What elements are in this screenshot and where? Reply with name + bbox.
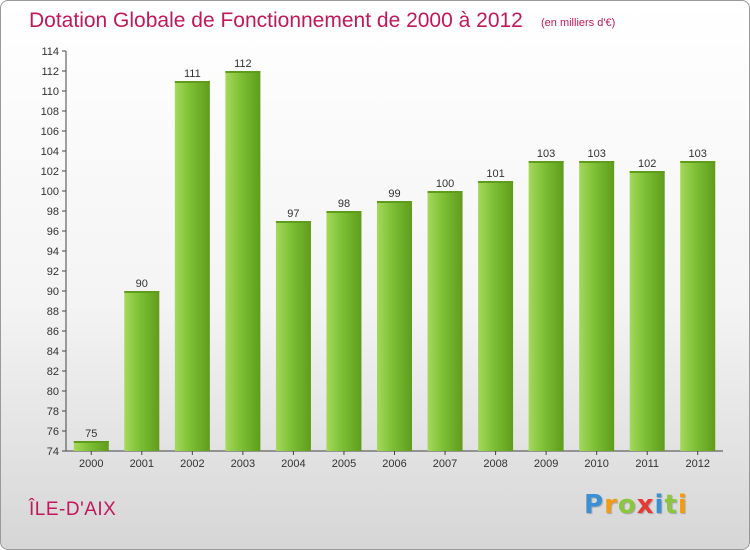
y-tick-label: 74 xyxy=(47,446,59,458)
bar-cap-2010 xyxy=(579,161,615,163)
bar-cap-2006 xyxy=(377,201,412,203)
y-tick-label: 90 xyxy=(47,286,59,298)
y-tick-label: 96 xyxy=(47,226,59,238)
bar-cap-2012 xyxy=(680,161,716,163)
bar-cap-2005 xyxy=(326,211,362,213)
value-labels: 75 90 111 112 97 98 99 100 101 103 103 102 103 xyxy=(85,58,707,440)
x-tick-label-2005: 2005 xyxy=(332,458,356,470)
bar-2004 xyxy=(275,221,311,451)
y-tick-label: 88 xyxy=(47,306,59,318)
x-tick-label-2008: 2008 xyxy=(483,458,507,470)
y-tick-label: 112 xyxy=(41,66,59,78)
bar-2008 xyxy=(478,181,514,451)
y-tick-label: 82 xyxy=(47,366,59,378)
logo-letter: i xyxy=(654,490,665,520)
x-tick-label-2011: 2011 xyxy=(635,458,659,470)
value-label-2008: 101 xyxy=(486,168,504,180)
value-label-2000: 75 xyxy=(85,428,97,440)
x-tick-label-2001: 2001 xyxy=(130,458,154,470)
bar-cap-2003 xyxy=(225,71,261,73)
bar-2001 xyxy=(124,291,160,451)
value-label-2004: 97 xyxy=(287,208,299,220)
bar-cap-2011 xyxy=(629,171,665,173)
chart-title: Dotation Globale de Fonctionnement de 20… xyxy=(29,9,523,32)
logo-letter: o xyxy=(617,490,637,520)
bar-2010 xyxy=(579,161,615,451)
bar-cap-2004 xyxy=(275,221,311,223)
value-label-2009: 103 xyxy=(537,148,555,160)
commune-name: ÎLE-D'AIX xyxy=(29,499,117,520)
logo-letter: r xyxy=(604,490,618,520)
bar-2007 xyxy=(427,191,463,451)
bar-2005 xyxy=(326,211,362,451)
bars xyxy=(73,71,716,451)
y-tick-label: 80 xyxy=(47,386,59,398)
x-tick-label-2007: 2007 xyxy=(433,458,457,470)
bar-2012 xyxy=(680,161,716,451)
x-tick-label-2003: 2003 xyxy=(231,458,255,470)
value-label-2005: 98 xyxy=(338,198,350,210)
y-tick-label: 106 xyxy=(41,126,59,138)
bar-2006 xyxy=(377,201,412,451)
value-label-2011: 102 xyxy=(638,158,656,170)
bar-2000 xyxy=(73,441,109,451)
y-tick-label: 100 xyxy=(41,186,59,198)
value-label-2006: 99 xyxy=(388,188,400,200)
value-label-2003: 112 xyxy=(234,58,252,70)
x-tick-label-2009: 2009 xyxy=(534,458,558,470)
y-tick-label: 110 xyxy=(41,86,59,98)
y-tick-label: 98 xyxy=(47,206,59,218)
x-tick-label-2006: 2006 xyxy=(382,458,406,470)
value-label-2007: 100 xyxy=(436,178,454,190)
value-label-2010: 103 xyxy=(587,148,605,160)
proxiti-logo: Proxiti xyxy=(584,490,688,520)
value-label-2002: 111 xyxy=(184,68,201,80)
y-tick-label: 92 xyxy=(47,266,59,278)
x-tick-label-2010: 2010 xyxy=(584,458,608,470)
y-tick-label: 94 xyxy=(47,246,59,258)
y-tick-label: 102 xyxy=(41,166,59,178)
bar-cap-2002 xyxy=(174,81,210,83)
y-tick-label: 104 xyxy=(41,146,59,158)
bar-cap-2009 xyxy=(528,161,564,163)
y-tick-label: 108 xyxy=(41,106,59,118)
bar-cap-2001 xyxy=(124,291,160,293)
bar-cap-2007 xyxy=(427,191,463,193)
logo-letter: P xyxy=(584,490,605,520)
x-tick-label-2002: 2002 xyxy=(180,458,204,470)
logo-letter: t xyxy=(664,490,678,520)
bar-2011 xyxy=(629,171,665,451)
bar-cap-2000 xyxy=(73,441,109,443)
x-tick-label-2004: 2004 xyxy=(281,458,305,470)
x-tick-label-2012: 2012 xyxy=(685,458,709,470)
unit-note: (en milliers d'€) xyxy=(541,17,616,29)
logo-letter: i xyxy=(677,490,688,520)
bar-2009 xyxy=(528,161,564,451)
y-tick-label: 114 xyxy=(41,46,59,58)
value-label-2001: 90 xyxy=(136,278,148,290)
y-tick-label: 84 xyxy=(47,346,59,358)
bar-2003 xyxy=(225,71,261,451)
value-label-2012: 103 xyxy=(689,148,707,160)
logo-letter: x xyxy=(636,490,655,520)
y-tick-label: 86 xyxy=(47,326,59,338)
y-tick-label: 76 xyxy=(47,426,59,438)
bar-cap-2008 xyxy=(478,181,514,183)
bar-2002 xyxy=(174,81,210,451)
y-tick-label: 78 xyxy=(47,406,59,418)
x-tick-label-2000: 2000 xyxy=(79,458,103,470)
